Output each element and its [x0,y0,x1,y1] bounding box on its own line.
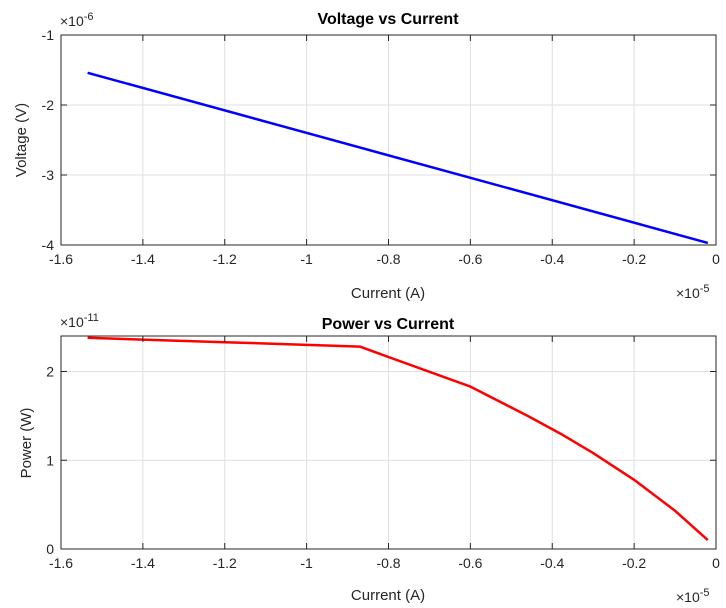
x-tick-label: -0.2 [622,251,646,267]
y-tick-label: -2 [42,97,55,113]
x-tick-label: -0.8 [376,555,400,571]
plot-title: Voltage vs Current [317,11,459,28]
x-tick-label: -1 [300,251,313,267]
x-tick-label: -0.4 [540,251,564,267]
x-tick-label: -1.4 [131,555,155,571]
series-lines [87,71,709,245]
x-tick-label: -1.6 [49,555,73,571]
y-tick-label: -3 [42,167,55,183]
ticks: -1.6 -1.4 -1.2 -1 -0.8 -0.6 -0.4 -0.2 0 -4 -3 -2 -1 [42,27,721,267]
x-tick-label: -1.4 [131,251,155,267]
grid [60,336,717,550]
x-tick-label: -0.2 [622,555,646,571]
x-tick-label: -1 [300,555,313,571]
grid [60,34,717,246]
y-tick-label: 1 [46,452,54,468]
voltage-vs-current-plot: Voltage vs Current -1.6 -1.4 -1.2 -1 -0.8 -0.… [13,11,720,302]
y-tick-label: -1 [42,27,55,43]
x-tick-label: -0.8 [376,251,400,267]
x-multiplier: ×10-5 [676,283,710,301]
plot-title: Power vs Current [322,316,455,333]
y-axis-label: Voltage (V) [13,103,30,177]
ticks: -1.6 -1.4 -1.2 -1 -0.8 -0.6 -0.4 -0.2 0 0 1 2 [46,336,720,571]
x-tick-label: 0 [712,555,720,571]
x-tick-label: 0 [712,251,720,267]
series-line [87,71,709,245]
power-vs-current-plot: Power vs Current -1.6 -1.4 -1.2 -1 -0.8 -0.6-… [18,312,720,605]
y-tick-label: 0 [46,541,54,557]
x-tick-label: -1.6 [49,251,73,267]
series-line [87,336,709,542]
y-axis-label: Power (W) [18,408,35,479]
x-tick-label: -0.6 [458,555,482,571]
x-axis-label: Current (A) [351,285,425,302]
y-multiplier: ×10-6 [60,11,94,29]
x-multiplier: ×10-5 [676,587,710,605]
x-tick-label: -1.2 [213,555,237,571]
y-tick-label: 2 [46,364,54,380]
x-tick-label: -1.2 [213,251,237,267]
x-axis-label: Current (A) [351,587,425,604]
x-tick-label: -0.4 [540,555,564,571]
series-lines [87,336,709,542]
x-tick-label: -0.6 [458,251,482,267]
y-tick-label: -4 [42,237,55,253]
y-multiplier: ×10-11 [60,312,99,330]
